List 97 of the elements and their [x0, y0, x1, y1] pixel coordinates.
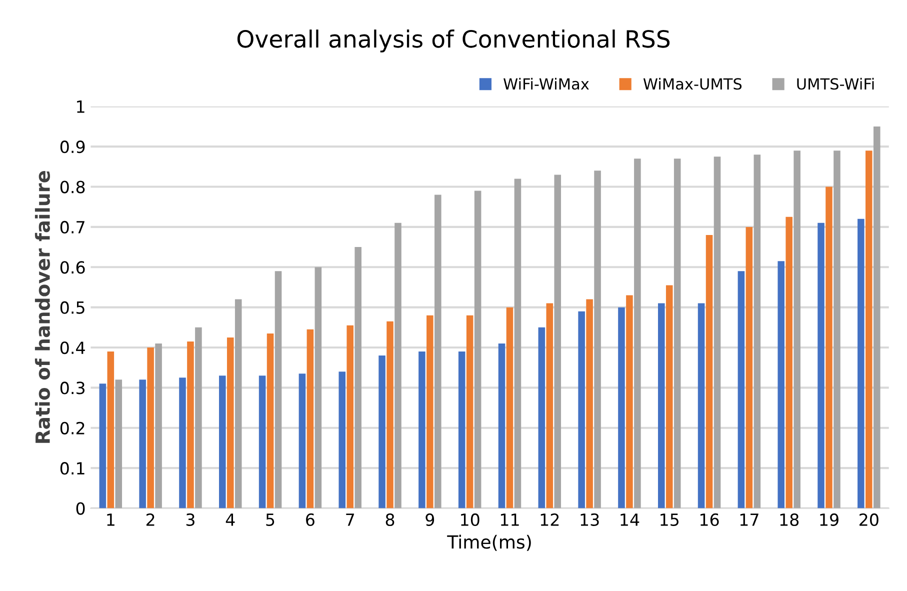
bar — [738, 271, 745, 508]
legend-label: UMTS-WiFi — [797, 78, 874, 90]
bar — [314, 267, 322, 508]
bar — [426, 315, 434, 508]
y-tick-label: 0 — [76, 502, 85, 515]
bar — [226, 337, 234, 508]
bar — [346, 325, 354, 508]
x-tick-label: 3 — [186, 513, 194, 526]
bar — [826, 186, 832, 508]
y-tick-label: 0.8 — [60, 180, 85, 194]
bar — [274, 271, 282, 508]
x-axis-title: Time(ms) — [447, 534, 531, 551]
x-tick-label: 12 — [540, 513, 559, 526]
bar — [626, 295, 633, 508]
bar — [866, 150, 872, 508]
bar — [298, 374, 306, 508]
bar — [794, 150, 800, 508]
x-tick-label: 1 — [107, 514, 114, 526]
bar — [187, 341, 194, 508]
bar — [514, 178, 522, 508]
bar — [266, 333, 274, 508]
x-tick-label: 9 — [426, 513, 434, 526]
y-tick-label: 0.6 — [60, 261, 85, 274]
x-tick-label: 14 — [620, 514, 640, 526]
y-tick-label: 0.3 — [60, 382, 85, 394]
x-tick-label: 5 — [266, 514, 274, 526]
x-tick-label: 15 — [660, 514, 679, 526]
bar — [666, 285, 673, 508]
bar — [714, 156, 721, 508]
bar — [179, 378, 186, 508]
bar — [418, 352, 426, 508]
y-tick-label: 0.9 — [60, 140, 85, 154]
y-axis-title: Ratio of handover failure — [34, 170, 50, 443]
x-tick-label: 2 — [146, 513, 154, 526]
bar — [578, 311, 585, 508]
bar — [155, 343, 162, 508]
bar — [394, 222, 402, 508]
bar — [586, 299, 593, 508]
bar — [354, 247, 362, 508]
y-tick-label: 0.1 — [60, 462, 84, 475]
bar — [698, 303, 705, 508]
y-tick-label: 1 — [77, 100, 84, 113]
bar — [706, 234, 713, 508]
bar — [554, 174, 562, 508]
bar — [458, 352, 466, 508]
x-tick-label: 18 — [780, 513, 799, 526]
bar — [386, 321, 394, 508]
y-tick-label: 0.2 — [60, 422, 84, 434]
bar — [546, 303, 554, 508]
bar — [778, 261, 784, 508]
bar — [234, 299, 242, 508]
bar — [498, 343, 506, 508]
x-tick-label: 16 — [700, 513, 719, 526]
bar — [618, 307, 625, 508]
bar — [115, 380, 122, 508]
x-tick-label: 13 — [580, 513, 599, 526]
bar — [434, 194, 442, 508]
x-tick-label: 19 — [820, 513, 838, 526]
bar — [858, 218, 864, 508]
bar — [219, 376, 226, 508]
bar — [754, 154, 761, 508]
bar — [506, 307, 514, 508]
bar — [195, 327, 202, 508]
bar — [139, 380, 146, 508]
bar — [786, 216, 792, 508]
bar — [147, 348, 154, 508]
bar — [746, 226, 753, 508]
x-tick-label: 8 — [386, 513, 394, 526]
bar — [474, 190, 482, 508]
y-tick-label: 0.5 — [60, 301, 84, 314]
bar — [378, 356, 386, 508]
bar — [594, 170, 601, 508]
x-tick-label: 20 — [860, 513, 878, 526]
bar — [107, 352, 114, 508]
bar — [466, 315, 474, 508]
x-tick-label: 7 — [346, 514, 354, 526]
x-tick-label: 17 — [740, 514, 758, 526]
bar — [834, 150, 840, 508]
y-tick-label: 0.4 — [60, 341, 85, 354]
bar — [658, 303, 665, 508]
bar — [538, 327, 546, 508]
y-tick-label: 0.7 — [60, 220, 84, 234]
x-tick-label: 6 — [306, 513, 314, 526]
bar — [873, 126, 880, 508]
chart-title: Overall analysis of Conventional RSS — [237, 30, 670, 52]
legend-label: WiFi-WiMax — [504, 78, 589, 90]
bar — [674, 158, 681, 508]
x-tick-label: 11 — [500, 514, 519, 526]
bar — [818, 222, 824, 508]
bar — [634, 158, 641, 508]
bar — [338, 372, 346, 508]
bar — [306, 329, 314, 508]
x-tick-label: 4 — [226, 514, 235, 526]
bar — [99, 384, 106, 508]
bar — [258, 376, 266, 508]
x-tick-label: 10 — [461, 513, 480, 526]
legend-label: WiMax-UMTS — [643, 78, 742, 90]
